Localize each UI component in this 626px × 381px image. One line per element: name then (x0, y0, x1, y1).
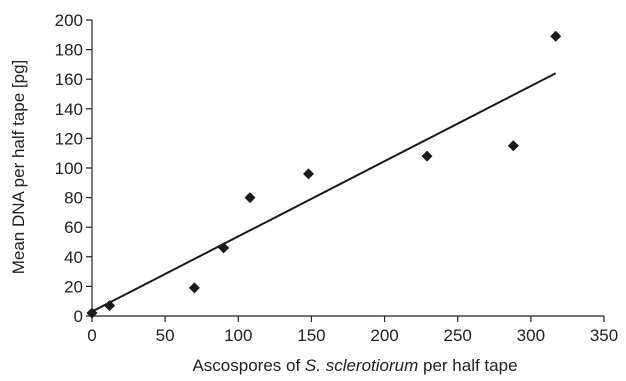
y-tick-label: 20 (64, 277, 83, 296)
x-axis-title: Ascospores of S. sclerotiorum per half t… (192, 356, 517, 375)
y-tick-label: 60 (64, 218, 83, 237)
x-tick-label: 100 (224, 326, 252, 345)
data-point (550, 30, 562, 42)
x-tick-label: 250 (444, 326, 472, 345)
y-tick-label: 0 (74, 307, 83, 326)
y-tick-label: 140 (55, 100, 83, 119)
y-tick-label: 40 (64, 248, 83, 267)
y-tick-label: 80 (64, 189, 83, 208)
y-tick-label: 200 (55, 11, 83, 30)
x-tick-label: 200 (370, 326, 398, 345)
data-point (86, 307, 98, 319)
x-axis-title-part: S. sclerotiorum (305, 356, 418, 375)
y-tick-label: 160 (55, 70, 83, 89)
x-tick-label: 0 (87, 326, 96, 345)
x-axis-title-part: Ascospores of (192, 356, 304, 375)
data-point (218, 242, 230, 254)
data-point (244, 192, 256, 204)
y-tick-label: 180 (55, 41, 83, 60)
x-tick-label: 300 (517, 326, 545, 345)
x-tick-label: 350 (590, 326, 618, 345)
data-point (421, 150, 433, 162)
y-tick-label: 100 (55, 159, 83, 178)
x-axis-title-part: per half tape (418, 356, 517, 375)
x-tick-label: 150 (297, 326, 325, 345)
data-point (507, 140, 519, 152)
data-point (104, 300, 116, 312)
data-point (188, 282, 200, 294)
data-point (303, 168, 315, 180)
x-tick-label: 50 (156, 326, 175, 345)
y-axis-title: Mean DNA per half tape [pg] (9, 60, 28, 275)
y-tick-label: 120 (55, 129, 83, 148)
trendline (91, 72, 557, 313)
plot-area: 0 20 40 60 80 100 120 140 160 180 200 0 50 100 150 200 2… (55, 11, 619, 345)
